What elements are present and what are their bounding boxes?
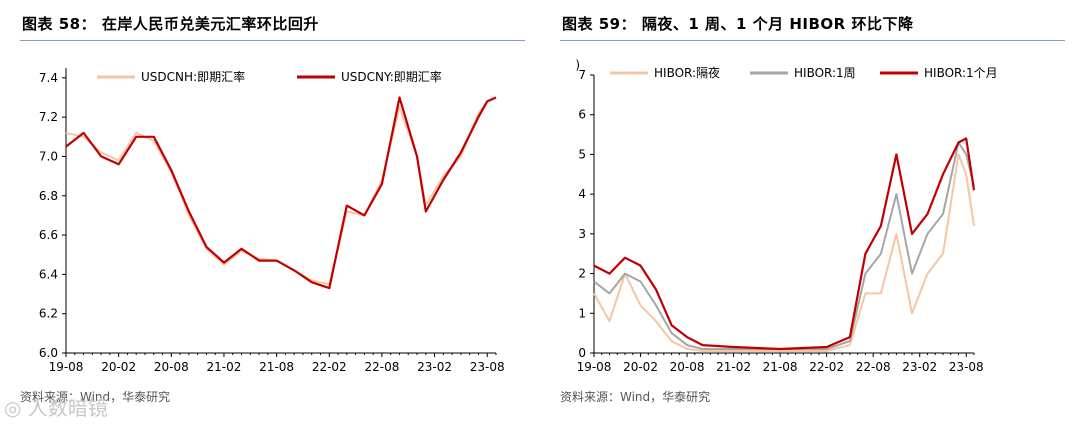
x-tick-label: 22-08 [856, 360, 891, 374]
y-tick-label: 2 [578, 267, 586, 281]
legend-label: HIBOR:1个月 [924, 66, 998, 80]
title-rule [560, 40, 1065, 41]
x-tick-label: 20-08 [154, 360, 189, 374]
x-tick-label: 21-02 [716, 360, 751, 374]
legend-label: HIBOR:1周 [794, 66, 856, 80]
x-tick-label: 21-08 [763, 360, 798, 374]
x-tick-label: 22-02 [809, 360, 844, 374]
x-tick-label: 20-02 [623, 360, 658, 374]
x-tick-label: 21-08 [259, 360, 294, 374]
chart-title: 图表 59： 隔夜、1 周、1 个月 HIBOR 环比下降 [562, 15, 914, 33]
x-tick-label: 19-08 [577, 360, 612, 374]
title-rule [20, 40, 525, 41]
x-tick-label: 21-02 [207, 360, 242, 374]
legend-label: USDCNY:即期汇率 [341, 69, 442, 84]
y-tick-label: 7.4 [39, 71, 58, 85]
y-tick-label: 1 [578, 306, 586, 320]
x-tick-label: 20-02 [101, 360, 136, 374]
x-tick-label: 23-02 [417, 360, 452, 374]
legend-label: HIBOR:隔夜 [654, 65, 720, 80]
legend-label: USDCNH:即期汇率 [141, 69, 245, 84]
y-tick-label: 4 [578, 187, 586, 201]
chart-panel-cny: 图表 58： 在岸人民币兑美元汇率环比回升 6.0 6.2 6.4 6.6 6.8 7.0… [20, 15, 525, 404]
x-tick-label: 23-02 [902, 360, 937, 374]
chart-source: 资料来源：Wind，华泰研究 [560, 390, 711, 404]
y-tick-label: 7 [578, 68, 586, 82]
y-tick-label: 6.0 [39, 346, 58, 360]
y-tick-label: 6.8 [39, 189, 58, 203]
y-tick-label: 7.2 [39, 110, 58, 124]
x-tick-label: 22-02 [312, 360, 347, 374]
y-tick-label: 5 [578, 147, 586, 161]
x-tick-label: 22-08 [364, 360, 399, 374]
y-tick-label: 7.0 [39, 149, 58, 163]
y-tick-label: 0 [578, 346, 586, 360]
series-line [593, 137, 976, 351]
y-unit-label: ) [575, 58, 580, 72]
watermark-logo: ◎ 人数暗镜 [4, 396, 108, 420]
x-tick-label: 23-08 [470, 360, 505, 374]
chart-hibor-svg: 0 1 2 3 4 5 6 7) 19-08 20-02 20-08 21-02 21-08 22-02 2… [575, 58, 998, 374]
series-line [593, 153, 975, 352]
x-tick-label: 20-08 [670, 360, 705, 374]
chart-title: 图表 58： 在岸人民币兑美元汇率环比回升 [22, 15, 319, 33]
chart-source: 资料来源：Wind，华泰研究 [20, 390, 171, 404]
y-tick-label: 6 [578, 108, 586, 122]
chart-cny-svg: 6.0 6.2 6.4 6.6 6.8 7.0 7.2 7.4 19-08 20-02 20-08 2… [39, 68, 505, 374]
y-tick-label: 6.2 [39, 307, 58, 321]
series-line [65, 96, 497, 290]
y-tick-label: 6.4 [39, 267, 58, 281]
chart-panel-hibor: 图表 59： 隔夜、1 周、1 个月 HIBOR 环比下降 0 1 2 3 4 5 6 7) 1… [560, 0, 1080, 427]
x-tick-label: 23-08 [949, 360, 984, 374]
x-tick-label: 19-08 [49, 360, 84, 374]
y-tick-label: 3 [578, 227, 586, 241]
series-line [65, 96, 497, 286]
series-line [593, 141, 975, 350]
y-tick-label: 6.6 [39, 228, 58, 242]
